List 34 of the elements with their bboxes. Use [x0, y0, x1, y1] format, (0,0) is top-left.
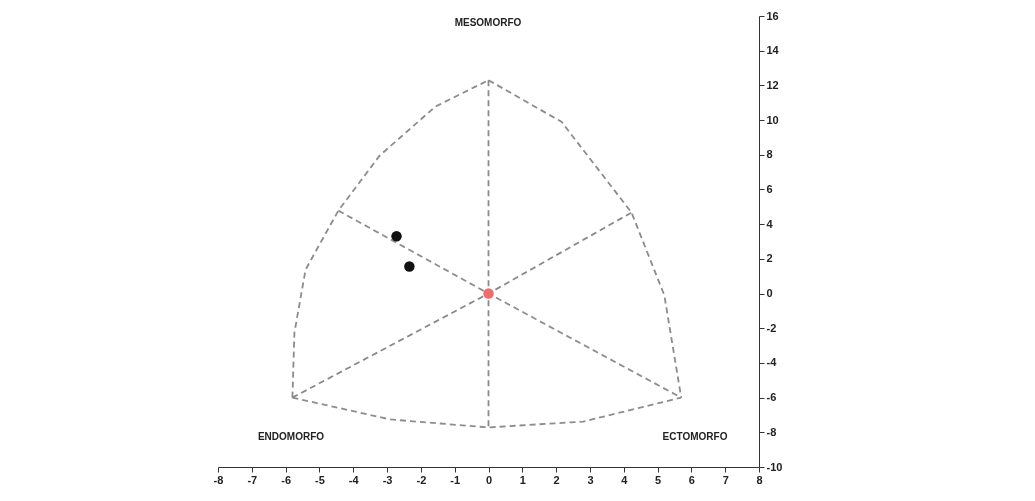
- y-tick-label: 10: [766, 113, 779, 126]
- x-tick-label: 7: [722, 473, 729, 486]
- x-tick-label: 5: [655, 473, 662, 486]
- x-tick-label: -5: [315, 473, 325, 486]
- x-tick-label: -4: [348, 473, 360, 486]
- x-tick-label: 2: [553, 473, 560, 486]
- y-tick-label: 14: [766, 44, 780, 57]
- y-tick-label: -10: [766, 460, 783, 473]
- x-tick-label: -3: [382, 473, 393, 486]
- annotation: ENDOMORFO: [257, 431, 325, 442]
- x-tick-label: 4: [621, 473, 629, 486]
- x-tick-label: 6: [688, 473, 695, 486]
- annotation: ECTOMORFO: [662, 431, 728, 442]
- x-tick-label: -8: [213, 473, 224, 486]
- x-tick-label: -1: [450, 473, 461, 486]
- y-tick-label: 2: [766, 252, 773, 265]
- y-tick-label: 6: [766, 182, 773, 195]
- y-tick-label: -4: [766, 356, 778, 369]
- y-tick-label: -2: [766, 321, 777, 334]
- y-tick-label: 12: [766, 78, 779, 91]
- y-tick-label: 0: [766, 287, 773, 300]
- annotation: MESOMORFO: [454, 17, 522, 28]
- x-tick-label: 8: [756, 473, 763, 486]
- y-tick-label: -8: [766, 425, 777, 438]
- x-tick-label: -2: [416, 473, 427, 486]
- x-tick-label: -7: [247, 473, 258, 486]
- y-tick-label: -6: [766, 391, 777, 404]
- x-tick-label: 3: [587, 473, 594, 486]
- x-tick-label: 1: [519, 473, 526, 486]
- y-tick-label: 8: [766, 148, 773, 161]
- y-tick-label: 16: [766, 9, 779, 22]
- y-tick-label: 4: [766, 217, 774, 230]
- x-tick-label: -6: [281, 473, 292, 486]
- x-tick-label: 0: [485, 473, 493, 486]
